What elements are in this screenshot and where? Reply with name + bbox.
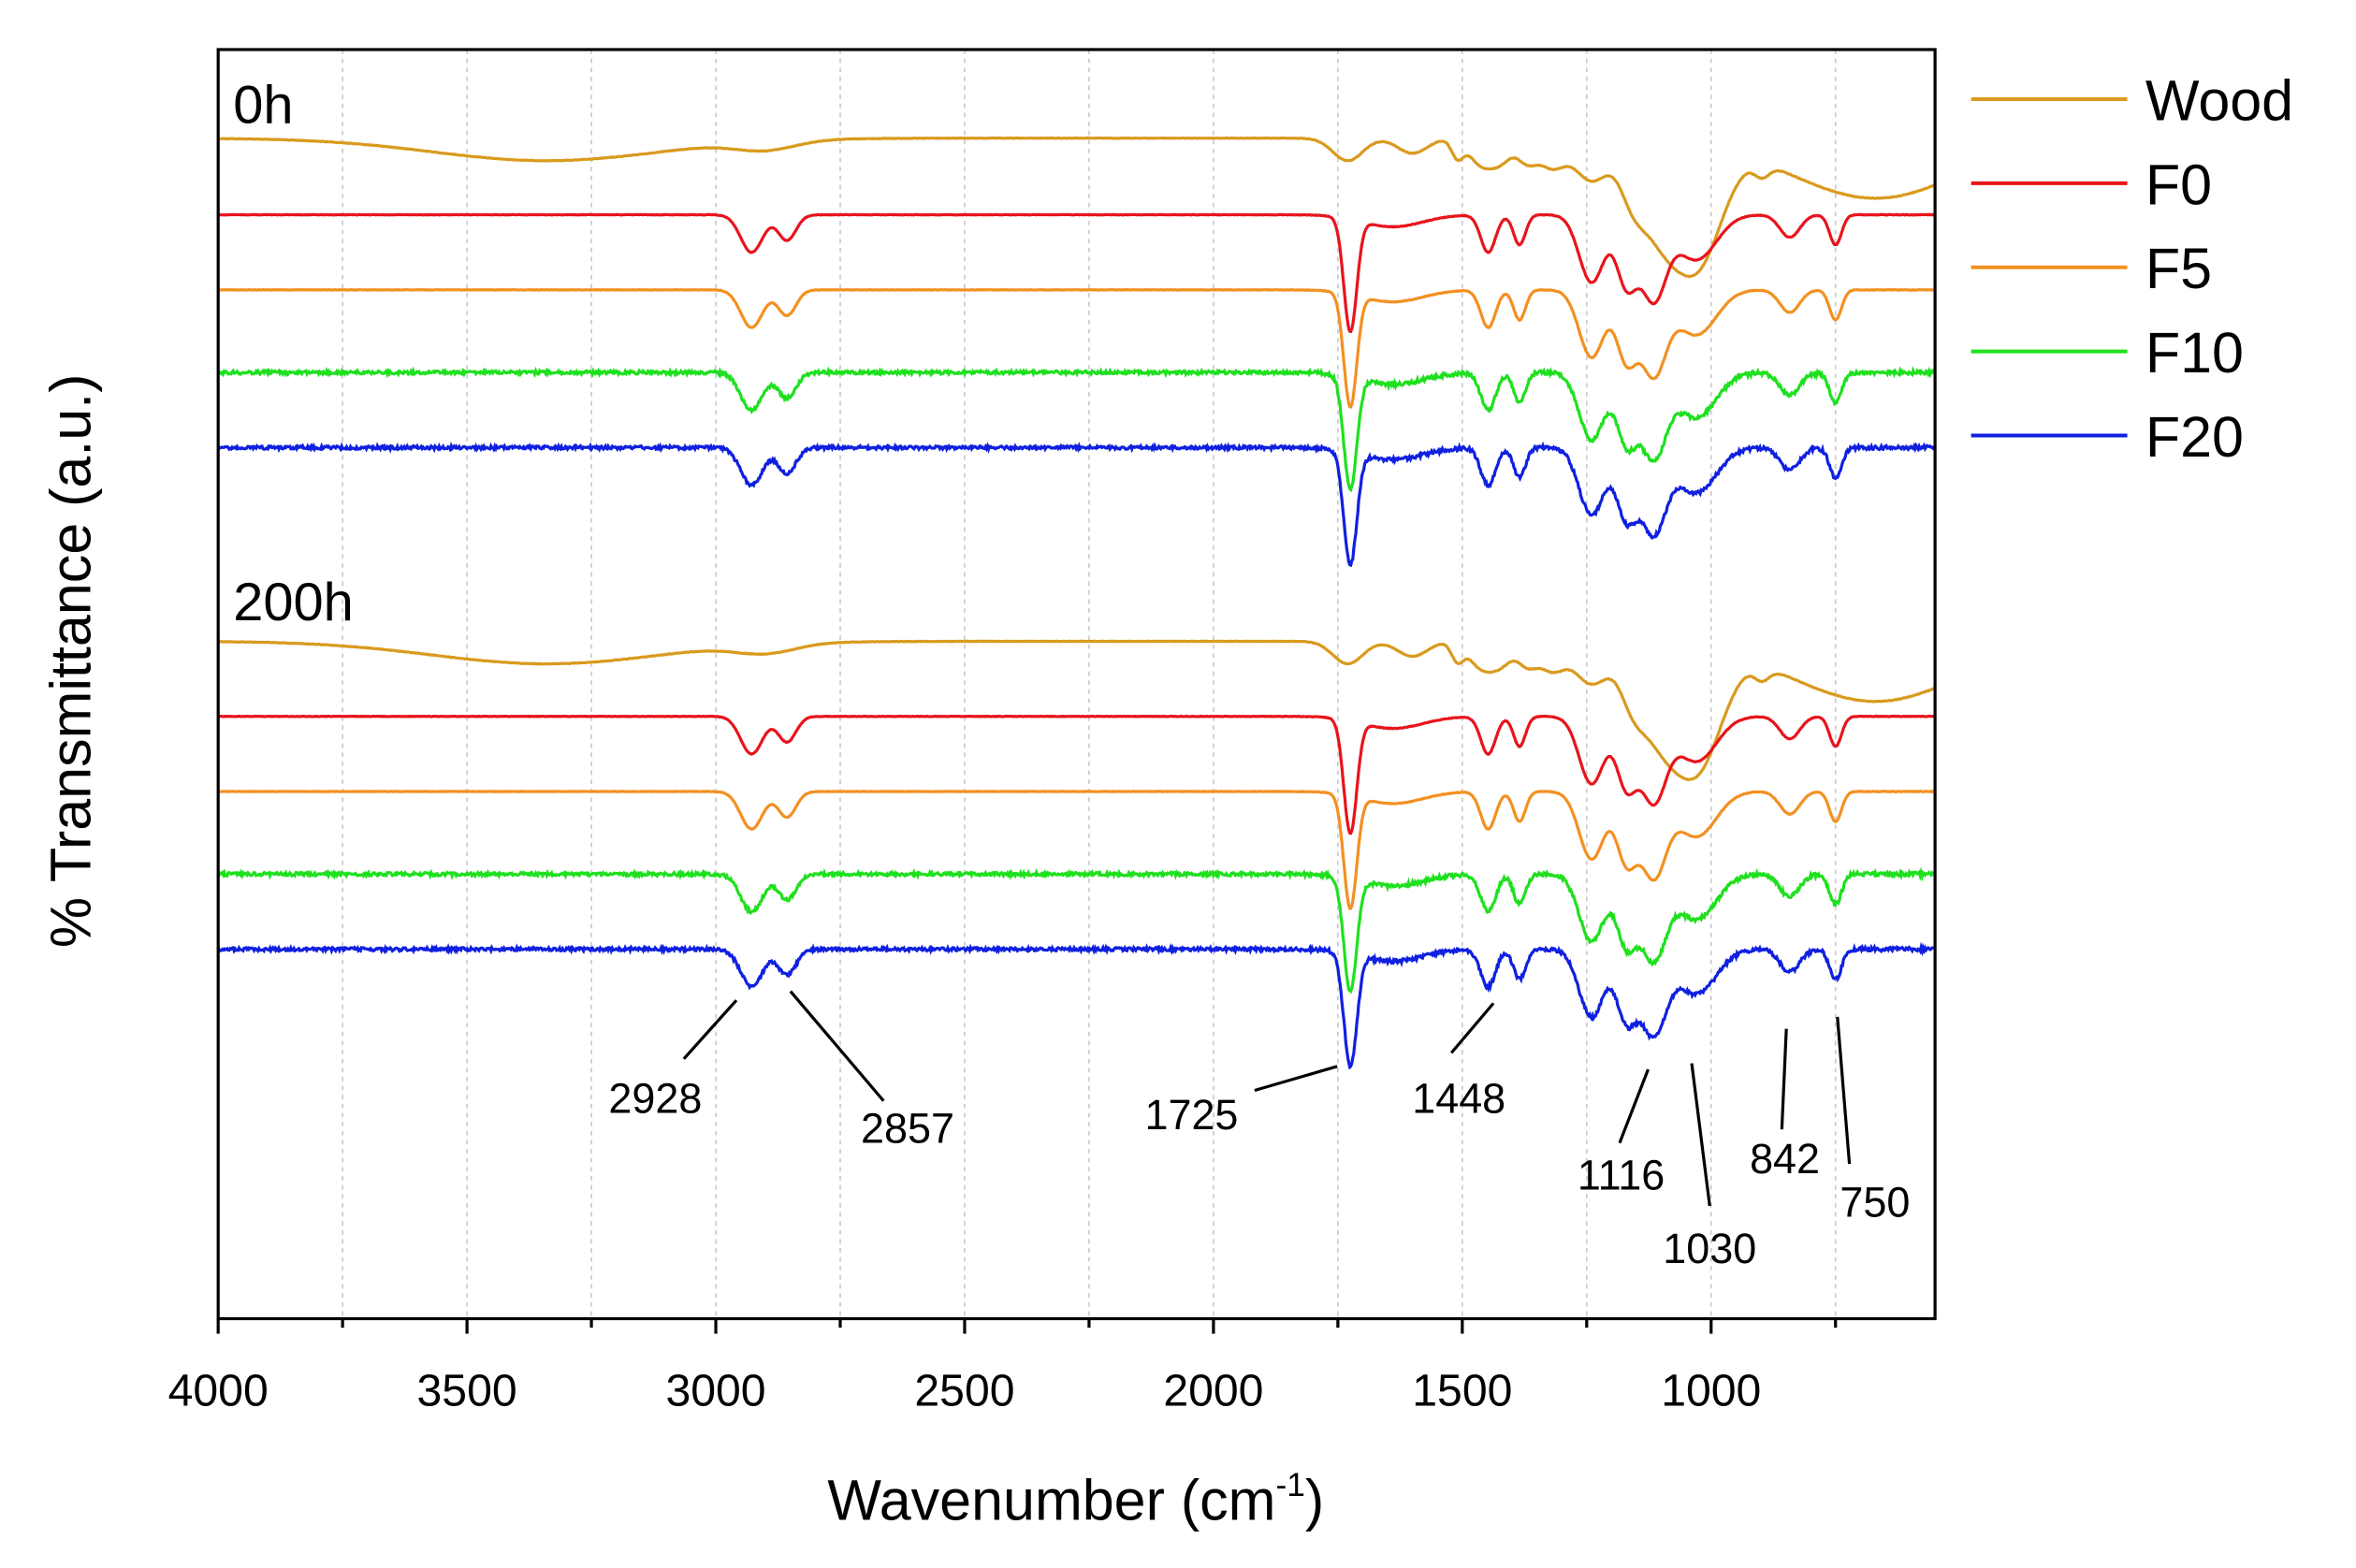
legend-label-f0: F0 [2145,152,2212,216]
series-line-f20-200h [216,941,1936,1070]
x-axis-label-close: ) [1305,1469,1324,1532]
annotation-leader-750 [1836,1016,1852,1165]
legend-label-f20: F20 [2145,405,2244,469]
legend-label-wood: Wood [2145,68,2293,132]
annotation-label-1725: 1725 [1144,1091,1238,1139]
series-line-wood-0h [217,136,1936,279]
annotation-label-1030: 1030 [1663,1225,1756,1272]
panel-label-0h: 0h [233,76,293,136]
series-line-f0-200h [217,714,1936,835]
x-tick-label-3000: 3000 [665,1366,765,1416]
x-axis-label: Wavenumber (cm-1) [827,1467,1324,1532]
vertical-gridlines [342,49,1837,1319]
annotation-label-2857: 2857 [861,1105,954,1153]
annotation-leader-1725 [1254,1065,1338,1093]
x-tick-label-1500: 1500 [1412,1366,1512,1416]
x-tick-label-2500: 2500 [914,1366,1014,1416]
x-tick-label-4000: 4000 [168,1366,269,1416]
panel-label-200h: 200h [233,573,354,632]
peak-annotations: 2928 2857 1725 1448 1116 1030 842 750 [608,990,1910,1272]
x-axis-ticks: 4000 3500 3000 2500 2000 1500 1000 [168,1318,1838,1416]
annotation-leader-1030 [1690,1063,1711,1207]
series-line-f20-0h [216,441,1937,568]
plot-frame [216,48,1937,1321]
y-axis-label: % Transmittance (a.u.) [39,374,103,949]
x-tick-label-1000: 1000 [1661,1366,1761,1416]
legend: Wood F0 F5 F10 F20 [1971,68,2293,469]
annotation-leader-2857 [789,990,885,1102]
annotation-label-1116: 1116 [1578,1151,1665,1198]
annotation-label-1448: 1448 [1412,1075,1505,1123]
annotation-label-750: 750 [1840,1178,1910,1226]
annotation-label-842: 842 [1750,1135,1820,1183]
spectra-lines [216,136,1937,1070]
annotation-leader-842 [1780,1028,1788,1130]
series-line-f5-200h [217,789,1936,910]
series-line-f0-0h [218,212,1936,334]
annotation-label-2928: 2928 [608,1075,702,1123]
series-line-f10-200h [216,866,1937,995]
annotation-leader-1116 [1618,1068,1650,1144]
annotation-leader-2928 [682,999,738,1060]
x-tick-label-3500: 3500 [417,1366,517,1416]
x-axis-label-superscript: -1 [1276,1467,1305,1503]
annotation-leader-1448 [1449,1002,1495,1054]
legend-label-f10: F10 [2145,321,2244,385]
legend-label-f5: F5 [2145,237,2212,300]
x-axis-label-main: Wavenumber (cm [827,1469,1275,1532]
x-tick-label-2000: 2000 [1163,1366,1263,1416]
series-line-wood-200h [217,639,1936,782]
series-line-f10-0h [216,366,1937,493]
series-line-f5-0h [218,287,1936,409]
